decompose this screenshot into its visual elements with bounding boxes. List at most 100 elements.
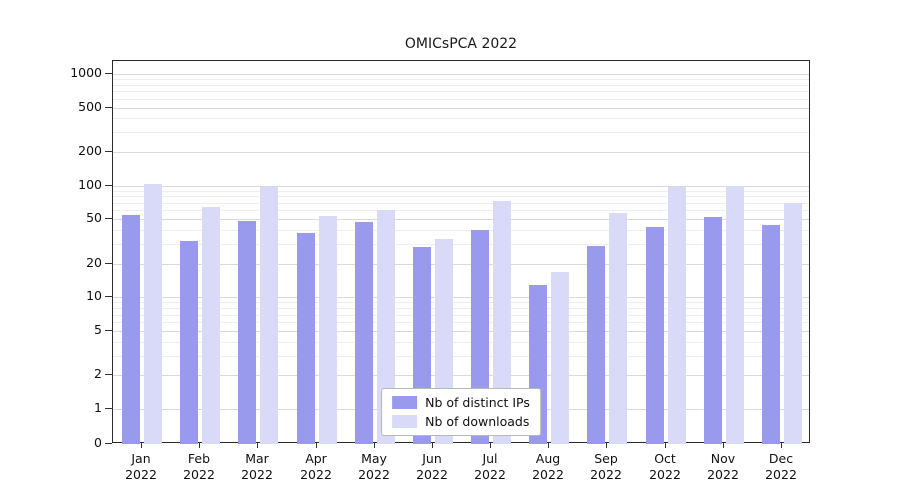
y-tick-mark: [105, 374, 112, 375]
x-tick-mark: [199, 443, 200, 448]
x-tick-mark: [723, 443, 724, 448]
plot-area: [112, 60, 810, 444]
y-tick-mark: [105, 107, 112, 108]
bar-distinct-ips-jan: [122, 215, 140, 444]
y-tick-mark: [105, 218, 112, 219]
legend-swatch-distinct-ips-icon: [392, 396, 418, 409]
x-tick-mark: [781, 443, 782, 448]
major-gridline: [113, 264, 809, 265]
bar-distinct-ips-apr: [297, 233, 315, 444]
y-tick-label: 200: [78, 143, 102, 159]
bar-downloads-feb: [202, 207, 220, 444]
minor-gridline: [113, 302, 809, 303]
bar-distinct-ips-oct: [646, 227, 664, 444]
major-gridline: [113, 219, 809, 220]
minor-gridline: [113, 356, 809, 357]
bar-distinct-ips-mar: [238, 221, 256, 444]
y-tick-mark: [105, 73, 112, 74]
minor-gridline: [113, 230, 809, 231]
bar-downloads-jan: [144, 184, 162, 444]
y-tick-label: 10: [86, 288, 102, 304]
major-gridline: [113, 74, 809, 75]
legend-label-downloads: Nb of downloads: [425, 414, 530, 429]
bar-downloads-aug: [551, 272, 569, 444]
x-tick-label: Jul 2022: [474, 451, 506, 483]
x-tick-mark: [606, 443, 607, 448]
x-tick-label: Mar 2022: [241, 451, 273, 483]
minor-gridline: [113, 308, 809, 309]
minor-gridline: [113, 79, 809, 80]
major-gridline: [113, 152, 809, 153]
legend-item-distinct-ips: Nb of distinct IPs: [392, 395, 530, 410]
minor-gridline: [113, 196, 809, 197]
x-tick-label: Sep 2022: [590, 451, 622, 483]
major-gridline: [113, 186, 809, 187]
y-tick-label: 100: [78, 176, 102, 192]
x-tick-label: Jun 2022: [416, 451, 448, 483]
legend-label-distinct-ips: Nb of distinct IPs: [425, 395, 530, 410]
x-tick-label: May 2022: [358, 451, 390, 483]
x-tick-mark: [665, 443, 666, 448]
y-tick-mark: [105, 330, 112, 331]
minor-gridline: [113, 191, 809, 192]
y-tick-mark: [105, 443, 112, 444]
y-tick-label: 2: [94, 366, 102, 382]
x-tick-mark: [432, 443, 433, 448]
y-tick-mark: [105, 151, 112, 152]
bar-distinct-ips-sep: [587, 246, 605, 444]
minor-gridline: [113, 85, 809, 86]
minor-gridline: [113, 342, 809, 343]
x-tick-mark: [548, 443, 549, 448]
x-tick-mark: [141, 443, 142, 448]
x-tick-label: Apr 2022: [300, 451, 332, 483]
minor-gridline: [113, 322, 809, 323]
major-gridline: [113, 297, 809, 298]
legend-item-downloads: Nb of downloads: [392, 414, 530, 429]
bar-downloads-mar: [260, 187, 278, 444]
x-tick-label: Feb 2022: [183, 451, 215, 483]
major-gridline: [113, 108, 809, 109]
y-tick-label: 1000: [70, 65, 102, 80]
x-tick-mark: [490, 443, 491, 448]
minor-gridline: [113, 244, 809, 245]
legend: Nb of distinct IPs Nb of downloads: [381, 388, 541, 436]
bar-distinct-ips-nov: [704, 217, 722, 444]
bar-downloads-sep: [609, 213, 627, 444]
minor-gridline: [113, 91, 809, 92]
y-tick-label: 50: [86, 210, 102, 226]
y-tick-mark: [105, 296, 112, 297]
x-tick-label: Nov 2022: [707, 451, 739, 483]
y-tick-mark: [105, 408, 112, 409]
y-tick-label: 500: [78, 98, 102, 114]
major-gridline: [113, 331, 809, 332]
minor-gridline: [113, 315, 809, 316]
x-tick-label: Jan 2022: [125, 451, 157, 483]
bar-distinct-ips-feb: [180, 241, 198, 444]
minor-gridline: [113, 118, 809, 119]
legend-swatch-downloads-icon: [392, 415, 418, 428]
chart-title: OMICsPCA 2022: [404, 36, 518, 52]
x-tick-mark: [257, 443, 258, 448]
y-tick-label: 20: [86, 254, 102, 270]
x-tick-label: Dec 2022: [765, 451, 797, 483]
bar-downloads-may: [377, 210, 395, 444]
bar-downloads-apr: [319, 216, 337, 444]
bar-downloads-jul: [493, 201, 511, 444]
bar-downloads-dec: [784, 203, 802, 444]
minor-gridline: [113, 132, 809, 133]
bar-distinct-ips-dec: [762, 225, 780, 444]
minor-gridline: [113, 203, 809, 204]
major-gridline: [113, 375, 809, 376]
x-tick-mark: [374, 443, 375, 448]
y-tick-label: 0: [94, 435, 102, 450]
minor-gridline: [113, 99, 809, 100]
bar-downloads-oct: [668, 187, 686, 444]
bar-distinct-ips-may: [355, 222, 373, 444]
minor-gridline: [113, 210, 809, 211]
bar-downloads-nov: [726, 186, 744, 444]
x-tick-label: Oct 2022: [649, 451, 681, 483]
y-tick-mark: [105, 185, 112, 186]
y-tick-label: 5: [94, 321, 102, 337]
x-tick-label: Aug 2022: [532, 451, 564, 483]
